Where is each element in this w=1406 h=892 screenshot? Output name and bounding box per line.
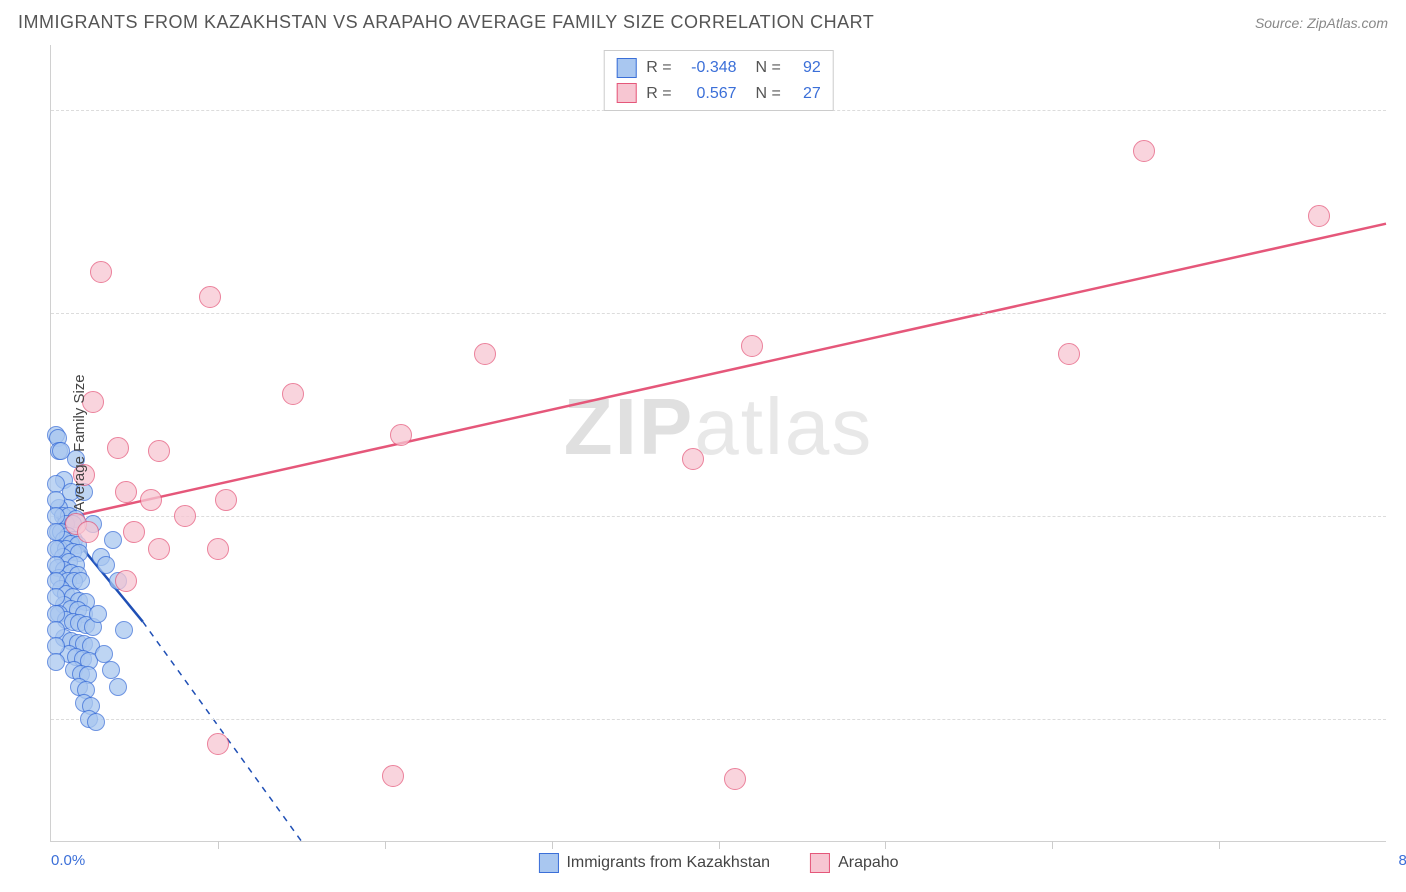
data-point xyxy=(215,489,237,511)
data-point xyxy=(390,424,412,446)
data-point xyxy=(89,605,107,623)
x-tick xyxy=(885,841,886,849)
data-point xyxy=(174,505,196,527)
data-point xyxy=(1058,343,1080,365)
r-label: R = xyxy=(646,81,671,107)
data-point xyxy=(77,521,99,543)
y-tick-label: 4.75 xyxy=(1391,305,1406,322)
x-axis-max: 80.0% xyxy=(1398,852,1406,869)
x-tick xyxy=(552,841,553,849)
swatch-icon xyxy=(538,853,558,873)
x-axis-min: 0.0% xyxy=(51,852,85,869)
gridline xyxy=(51,516,1386,517)
data-point xyxy=(474,343,496,365)
correlation-chart: ZIPatlas R = -0.348 N = 92 R = 0.567 N =… xyxy=(50,45,1386,842)
data-point xyxy=(109,678,127,696)
data-point xyxy=(47,653,65,671)
data-point xyxy=(741,335,763,357)
gridline xyxy=(51,719,1386,720)
data-point xyxy=(97,556,115,574)
swatch-icon xyxy=(810,853,830,873)
x-tick xyxy=(1219,841,1220,849)
legend-label: Arapaho xyxy=(838,854,899,872)
data-point xyxy=(90,261,112,283)
data-point xyxy=(382,765,404,787)
legend-label: Immigrants from Kazakhstan xyxy=(566,854,770,872)
data-point xyxy=(199,286,221,308)
source-attribution: Source: ZipAtlas.com xyxy=(1255,15,1388,31)
r-label: R = xyxy=(646,55,671,81)
x-tick xyxy=(385,841,386,849)
y-tick-label: 2.25 xyxy=(1391,711,1406,728)
series-legend: Immigrants from Kazakhstan Arapaho xyxy=(538,853,898,873)
y-tick-label: 6.00 xyxy=(1391,101,1406,118)
data-point xyxy=(682,448,704,470)
plot-area xyxy=(51,45,1386,841)
x-tick xyxy=(719,841,720,849)
data-point xyxy=(148,538,170,560)
data-point xyxy=(1133,140,1155,162)
data-point xyxy=(207,538,229,560)
data-point xyxy=(724,768,746,790)
data-point xyxy=(107,437,129,459)
data-point xyxy=(148,440,170,462)
r-value: 0.567 xyxy=(682,81,737,107)
trendlines-layer xyxy=(51,45,1386,841)
swatch-icon xyxy=(616,58,636,78)
legend-item-kazakhstan: Immigrants from Kazakhstan xyxy=(538,853,770,873)
r-value: -0.348 xyxy=(682,55,737,81)
legend-row-kazakhstan: R = -0.348 N = 92 xyxy=(616,55,821,81)
legend-row-arapaho: R = 0.567 N = 27 xyxy=(616,81,821,107)
data-point xyxy=(123,521,145,543)
data-point xyxy=(115,621,133,639)
n-value: 92 xyxy=(791,55,821,81)
stats-legend: R = -0.348 N = 92 R = 0.567 N = 27 xyxy=(603,50,834,111)
data-point xyxy=(140,489,162,511)
data-point xyxy=(282,383,304,405)
data-point xyxy=(115,481,137,503)
data-point xyxy=(115,570,137,592)
x-tick xyxy=(1052,841,1053,849)
data-point xyxy=(72,572,90,590)
n-label: N = xyxy=(747,81,781,107)
data-point xyxy=(87,713,105,731)
y-axis-label: Average Family Size xyxy=(71,374,88,511)
data-point xyxy=(104,531,122,549)
data-point xyxy=(1308,205,1330,227)
n-label: N = xyxy=(747,55,781,81)
x-tick xyxy=(218,841,219,849)
data-point xyxy=(207,733,229,755)
n-value: 27 xyxy=(791,81,821,107)
legend-item-arapaho: Arapaho xyxy=(810,853,899,873)
page-title: IMMIGRANTS FROM KAZAKHSTAN VS ARAPAHO AV… xyxy=(18,12,874,33)
y-tick-label: 3.50 xyxy=(1391,508,1406,525)
swatch-icon xyxy=(616,83,636,103)
gridline xyxy=(51,313,1386,314)
